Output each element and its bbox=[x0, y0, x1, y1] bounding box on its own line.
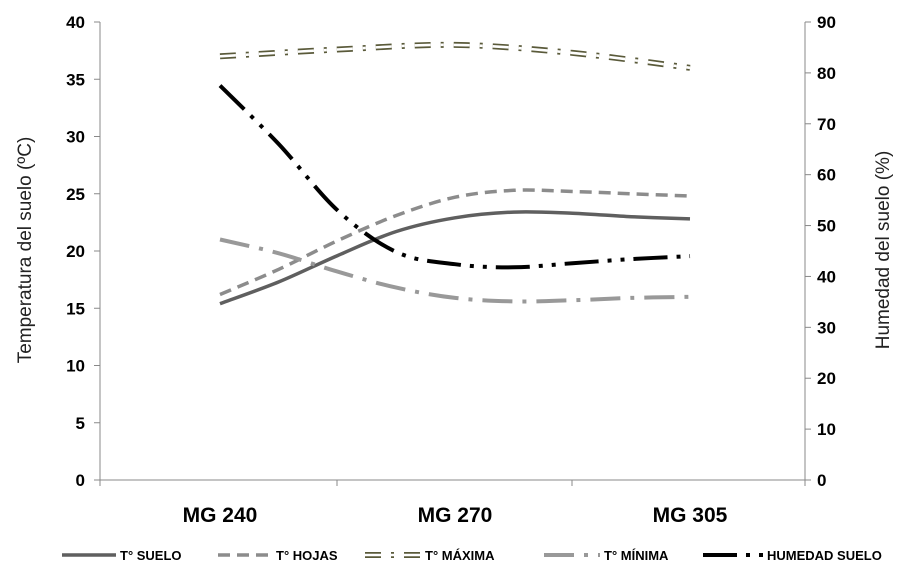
left-axis-tick-labels: 0 5 10 15 20 25 30 35 40 bbox=[66, 13, 85, 490]
series-lines bbox=[218, 41, 691, 306]
right-axis-tick-labels: 0 10 20 30 40 50 60 70 80 90 bbox=[817, 13, 836, 490]
right-axis-title: Humedad del suelo (%) bbox=[873, 151, 894, 350]
right-tick-label: 90 bbox=[817, 13, 836, 32]
legend-label: T° SUELO bbox=[120, 548, 182, 563]
series-line bbox=[218, 84, 691, 270]
category-labels: MG 240 MG 270 MG 305 bbox=[183, 504, 728, 527]
right-tick-label: 50 bbox=[817, 217, 836, 236]
legend-label: T° MÁXIMA bbox=[425, 548, 495, 563]
right-tick-label: 20 bbox=[817, 369, 836, 388]
right-tick-label: 70 bbox=[817, 115, 836, 134]
left-tick-label: 35 bbox=[66, 70, 85, 89]
category-label: MG 305 bbox=[653, 504, 728, 527]
right-tick-label: 30 bbox=[817, 318, 836, 337]
series-line-inner bbox=[219, 43, 691, 70]
category-label: MG 240 bbox=[183, 504, 258, 527]
right-tick-label: 80 bbox=[817, 64, 836, 83]
right-tick-label: 40 bbox=[817, 267, 836, 286]
legend-label: T° HOJAS bbox=[276, 548, 338, 563]
left-tick-label: 10 bbox=[66, 357, 85, 376]
legend-label: T° MÍNIMA bbox=[604, 548, 669, 563]
series-line bbox=[219, 41, 691, 71]
left-tick-label: 5 bbox=[76, 414, 85, 433]
series-line bbox=[219, 188, 691, 297]
legend-label: HUMEDAD SUELO bbox=[767, 548, 882, 563]
left-tick-label: 15 bbox=[66, 299, 85, 318]
left-tick-label: 40 bbox=[66, 13, 85, 32]
legend: T° SUELO T° HOJAS T° MÁXIMA T° MÍNIMA HUMEDA… bbox=[62, 548, 882, 563]
left-axis-title: Temperatura del suelo (ºC) bbox=[15, 137, 36, 364]
category-label: MG 270 bbox=[418, 504, 493, 527]
left-tick-label: 20 bbox=[66, 242, 85, 261]
left-tick-label: 25 bbox=[66, 185, 85, 204]
right-tick-label: 10 bbox=[817, 420, 836, 439]
axes bbox=[94, 21, 811, 486]
series-line bbox=[219, 210, 691, 306]
left-tick-label: 0 bbox=[76, 471, 85, 490]
series-line bbox=[219, 237, 691, 304]
left-tick-label: 30 bbox=[66, 128, 85, 147]
right-tick-label: 60 bbox=[817, 166, 836, 185]
right-tick-label: 0 bbox=[817, 471, 826, 490]
